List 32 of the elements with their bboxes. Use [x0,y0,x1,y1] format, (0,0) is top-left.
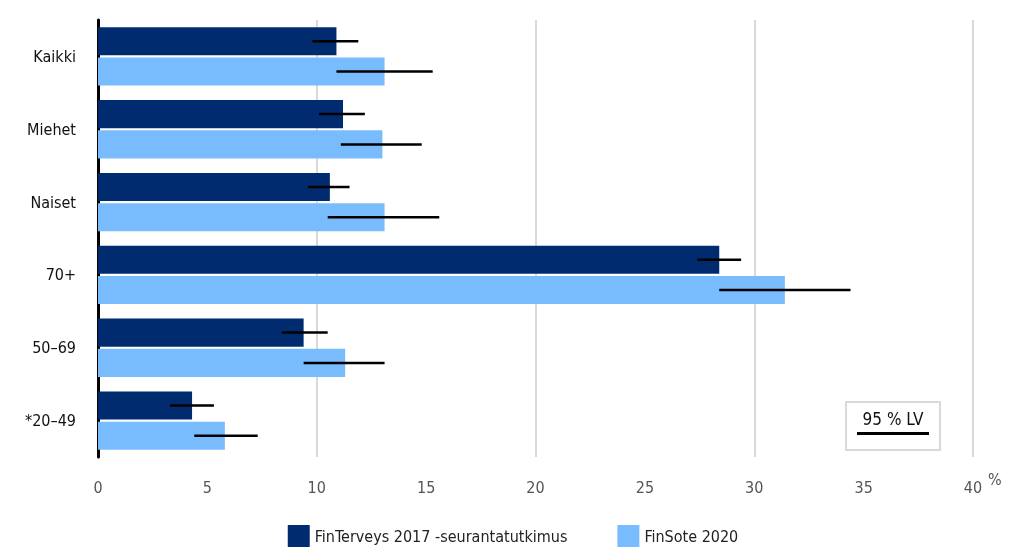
bar [98,100,343,129]
y-tick-label: Naiset [30,192,77,212]
x-tick-label: 20 [526,477,545,497]
x-tick-label: 15 [416,477,436,497]
y-tick-label: *20–49 [24,411,76,431]
x-axis-title: % [988,469,1002,489]
legend-label: FinSote 2020 [644,526,739,546]
bar [98,276,785,305]
bar [98,245,720,274]
bar [98,203,385,232]
bar [98,318,304,347]
x-tick-label: 5 [202,477,212,497]
key-box: 95 % LV [845,401,941,451]
bar [98,27,337,56]
bar [98,57,385,86]
y-tick-label: Miehet [27,119,77,139]
bar [98,130,383,159]
bar [98,172,330,201]
x-tick-label: 40 [963,477,983,497]
annotation: 95 % LV [861,409,925,429]
x-tick-label: 10 [307,477,326,497]
bar [98,421,225,450]
x-tick-label: 25 [635,477,655,497]
x-tick-label: 35 [854,477,873,497]
y-tick-label: 50–69 [32,338,76,358]
y-tick-label: 70+ [45,265,76,285]
legend-label: FinTerveys 2017 -seurantatutkimus [314,526,568,546]
y-tick-label: Kaikki [33,46,76,66]
bar [98,391,193,420]
x-tick-label: 30 [745,477,764,497]
x-tick-label: 0 [93,477,103,497]
bar [98,348,346,377]
